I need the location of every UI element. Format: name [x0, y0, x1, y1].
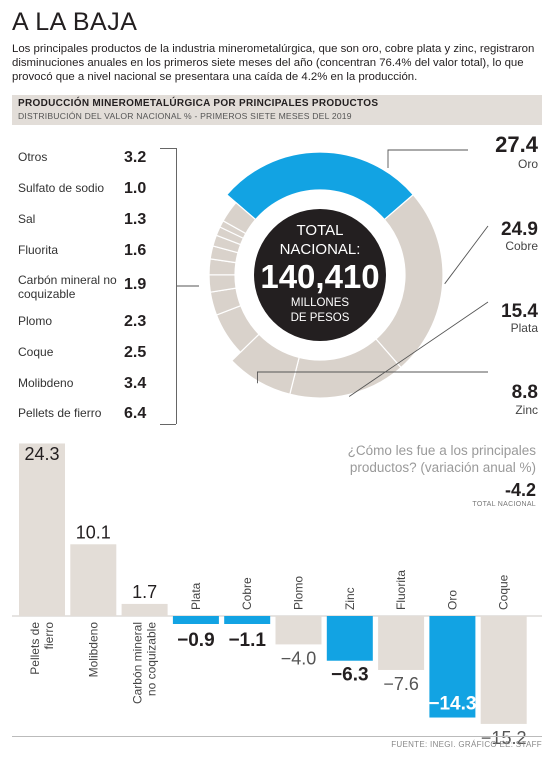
bar-value-oro: −14.3 — [428, 694, 476, 715]
donut-slice-pellets-de-fierro — [215, 304, 260, 354]
legend-label-plomo: Plomo — [18, 314, 53, 328]
bar-category-coque: Coque — [497, 574, 511, 610]
legend-value-coque: 2.5 — [124, 344, 147, 361]
bar-plata — [172, 616, 219, 624]
donut-slice-oro — [225, 151, 415, 221]
bar-category-plata: Plata — [189, 582, 203, 610]
legend-value-sal: 1.3 — [124, 211, 147, 228]
donut-slice-plata — [289, 338, 402, 399]
legend-label-pellets-de-fierro: Pellets de fierro — [18, 406, 102, 420]
page-title: A LA BAJA — [12, 8, 138, 36]
pie-title: PRODUCCIÓN MINEROMETALÚRGICA POR PRINCIP… — [18, 98, 379, 109]
donut-center-unit2: DE PESOS — [291, 312, 350, 324]
bar-value-pellets-de-fierro: 24.3 — [24, 444, 59, 464]
bar-carbon-mineral-no-coquizable — [121, 603, 168, 616]
callout-label-zinc: Zinc — [515, 403, 538, 417]
legend-value-sulfato-de-sodio: 1.0 — [124, 180, 147, 197]
bar-value-zinc: −6.3 — [331, 665, 369, 686]
bar-pellets-de-fierro — [19, 443, 65, 616]
bar-category-oro: Oro — [445, 590, 459, 610]
bar-category-molibdeno: Molibdeno — [86, 622, 100, 678]
donut-slice-fluorita — [212, 234, 242, 254]
donut-slice-molibdeno — [209, 287, 242, 316]
bar-category-zinc: Zinc — [343, 587, 357, 610]
callout-label-plata: Plata — [511, 321, 539, 335]
bar-category-carbon-mineral-no-coquizable: Carbón mineralno coquizable — [131, 622, 159, 704]
legend-value-molibdeno: 3.4 — [124, 375, 147, 392]
legend-label-carbon-mineral-no-coquizable: Carbón mineral no coquizable — [18, 273, 117, 301]
legend-label-sulfato-de-sodio: Sulfato de sodio — [18, 181, 105, 195]
bar-value-molibdeno: 10.1 — [76, 522, 111, 542]
donut-center — [254, 209, 386, 341]
callout-line-cobre — [444, 225, 489, 285]
donut-center-value: 140,410 — [260, 258, 379, 295]
legend-value-otros: 3.2 — [124, 149, 147, 166]
callout-value-cobre: 24.9 — [501, 219, 538, 240]
legend-label-fluorita: Fluorita — [18, 243, 59, 257]
callout-line-plata — [348, 301, 489, 397]
bar-chart-question: ¿Cómo les fue a los principales producto… — [347, 443, 536, 475]
legend-value-plomo: 2.3 — [124, 313, 147, 330]
section-header: PRODUCCIÓN MINEROMETALÚRGICA POR PRINCIP… — [12, 95, 542, 125]
bar-category-plomo: Plomo — [292, 576, 306, 610]
bar-cobre — [224, 616, 271, 624]
legend-value-fluorita: 1.6 — [124, 242, 147, 259]
legend-value-carbon-mineral-no-coquizable: 1.9 — [124, 276, 147, 293]
bar-molibdeno — [70, 544, 117, 616]
bar-oro — [429, 616, 476, 718]
callout-line-oro — [387, 149, 468, 168]
total-change-label: TOTAL NACIONAL — [472, 501, 536, 508]
legend-label-molibdeno: Molibdeno — [18, 376, 74, 390]
donut-center-line1: TOTAL — [297, 222, 344, 239]
legend-bracket-top — [160, 148, 176, 149]
donut-slice-zinc — [230, 333, 300, 395]
bar-value-carbon-mineral-no-coquizable: 1.7 — [132, 582, 157, 602]
donut-slice-otros — [222, 201, 257, 235]
legend-bracket — [176, 148, 177, 424]
donut-center-unit1: MILLONES — [291, 297, 349, 309]
total-change-value: -4.2 — [504, 480, 536, 500]
donut-slice-cobre — [375, 193, 444, 369]
legend-label-otros: Otros — [18, 150, 48, 164]
callout-value-plata: 15.4 — [501, 301, 538, 322]
bar-value-plata: −0.9 — [177, 630, 215, 651]
bar-category-pellets-de-fierro: Pellets defierro — [28, 622, 56, 675]
footer-divider — [12, 736, 542, 737]
donut-slice-sal — [215, 226, 245, 246]
pie-subtitle: DISTRIBUCIÓN DEL VALOR NACIONAL % - PRIM… — [18, 111, 352, 121]
bar-value-fluorita: −7.6 — [383, 674, 419, 694]
bar-plomo — [275, 616, 322, 645]
bar-zinc — [326, 616, 373, 661]
bar-category-fluorita: Fluorita — [394, 570, 408, 610]
donut-slice-coque — [208, 274, 237, 293]
legend-bracket-bottom — [160, 424, 176, 425]
callout-value-zinc: 8.8 — [512, 382, 538, 403]
bar-fluorita — [378, 616, 425, 670]
donut-slice-carbon-mineral-no-coquizable — [209, 245, 239, 264]
bar-coque — [480, 616, 527, 724]
bar-value-cobre: −1.1 — [228, 630, 266, 651]
legend-label-sal: Sal — [18, 212, 36, 226]
callout-label-cobre: Cobre — [505, 239, 538, 253]
intro-text: Los principales productos de la industri… — [12, 43, 535, 83]
legend-value-pellets-de-fierro: 6.4 — [124, 405, 147, 422]
donut-center-line2: NACIONAL: — [280, 241, 361, 258]
bar-value-plomo: −4.0 — [281, 648, 317, 668]
callout-line-zinc — [256, 371, 488, 384]
donut-slice-plomo — [208, 258, 237, 276]
bar-category-cobre: Cobre — [240, 577, 254, 610]
callout-label-oro: Oro — [518, 157, 538, 171]
donut-slice-sulfato-de-sodio — [219, 219, 247, 240]
source-note: FUENTE: INEGI. GRÁFICO EE: STAFF — [391, 740, 542, 749]
callout-value-oro: 27.4 — [495, 132, 539, 157]
legend-label-coque: Coque — [18, 345, 54, 359]
